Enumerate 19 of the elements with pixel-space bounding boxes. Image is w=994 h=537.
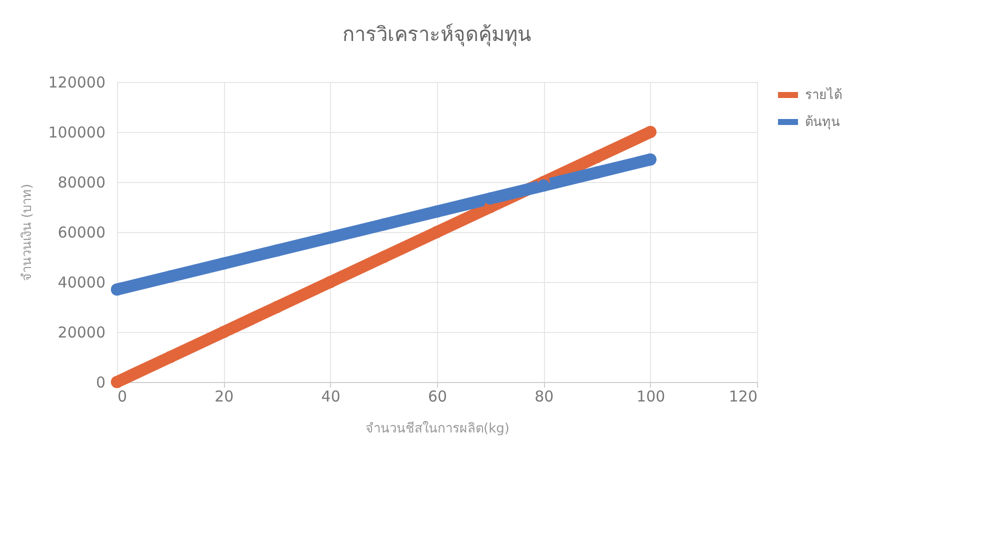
x-axis-title: จำนวนชีสในการผลิต(kg): [366, 420, 510, 436]
x-tick-label: 20: [214, 388, 234, 406]
x-tick-label: 60: [428, 388, 448, 406]
y-axis-title: จำนวนเงิน (บาท): [20, 184, 36, 282]
x-tick-label: 0: [118, 388, 128, 406]
legend-label: ต้นทุน: [805, 115, 840, 130]
legend-label: รายได้: [805, 87, 842, 103]
chart-title: การวิเคราะห์จุดคุ้มทุน: [342, 22, 532, 47]
y-tick-label: 40000: [58, 274, 106, 292]
x-tick-label: 80: [534, 388, 554, 406]
y-tick-label: 100000: [48, 124, 106, 142]
x-tick-label: 40: [321, 388, 340, 406]
y-tick-label: 0: [96, 374, 106, 392]
x-tick-label: 120: [728, 388, 758, 406]
y-tick-label: 20000: [58, 324, 106, 342]
y-tick-label: 80000: [58, 174, 106, 192]
x-tick-label: 100: [636, 388, 666, 406]
y-tick-label: 120000: [48, 74, 106, 92]
y-tick-label: 60000: [58, 224, 106, 242]
